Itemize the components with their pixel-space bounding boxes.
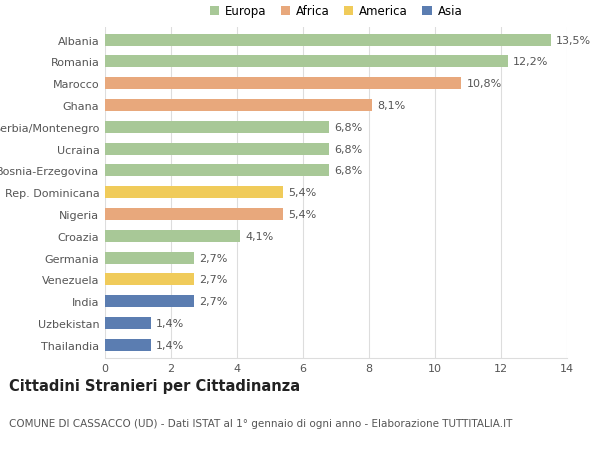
Text: 6,8%: 6,8% — [334, 166, 362, 176]
Text: 13,5%: 13,5% — [556, 36, 590, 45]
Bar — [105, 208, 283, 220]
Bar — [105, 100, 372, 112]
Bar — [105, 122, 329, 134]
Text: 4,1%: 4,1% — [245, 231, 274, 241]
Bar — [105, 34, 551, 46]
Text: 5,4%: 5,4% — [288, 188, 316, 198]
Legend: Europa, Africa, America, Asia: Europa, Africa, America, Asia — [209, 6, 463, 18]
Text: Cittadini Stranieri per Cittadinanza: Cittadini Stranieri per Cittadinanza — [9, 379, 300, 394]
Text: 10,8%: 10,8% — [466, 79, 502, 89]
Bar — [105, 78, 461, 90]
Bar — [105, 187, 283, 199]
Text: 8,1%: 8,1% — [377, 101, 406, 111]
Text: 1,4%: 1,4% — [156, 318, 184, 328]
Text: COMUNE DI CASSACCO (UD) - Dati ISTAT al 1° gennaio di ogni anno - Elaborazione T: COMUNE DI CASSACCO (UD) - Dati ISTAT al … — [9, 418, 512, 428]
Text: 12,2%: 12,2% — [512, 57, 548, 67]
Bar — [105, 230, 240, 242]
Text: 6,8%: 6,8% — [334, 123, 362, 133]
Text: 1,4%: 1,4% — [156, 340, 184, 350]
Bar — [105, 296, 194, 308]
Text: 2,7%: 2,7% — [199, 253, 227, 263]
Bar — [105, 143, 329, 155]
Bar — [105, 252, 194, 264]
Bar — [105, 274, 194, 285]
Bar — [105, 339, 151, 351]
Bar — [105, 165, 329, 177]
Text: 2,7%: 2,7% — [199, 275, 227, 285]
Text: 6,8%: 6,8% — [334, 144, 362, 154]
Bar — [105, 317, 151, 329]
Text: 5,4%: 5,4% — [288, 209, 316, 219]
Text: 2,7%: 2,7% — [199, 297, 227, 307]
Bar — [105, 56, 508, 68]
